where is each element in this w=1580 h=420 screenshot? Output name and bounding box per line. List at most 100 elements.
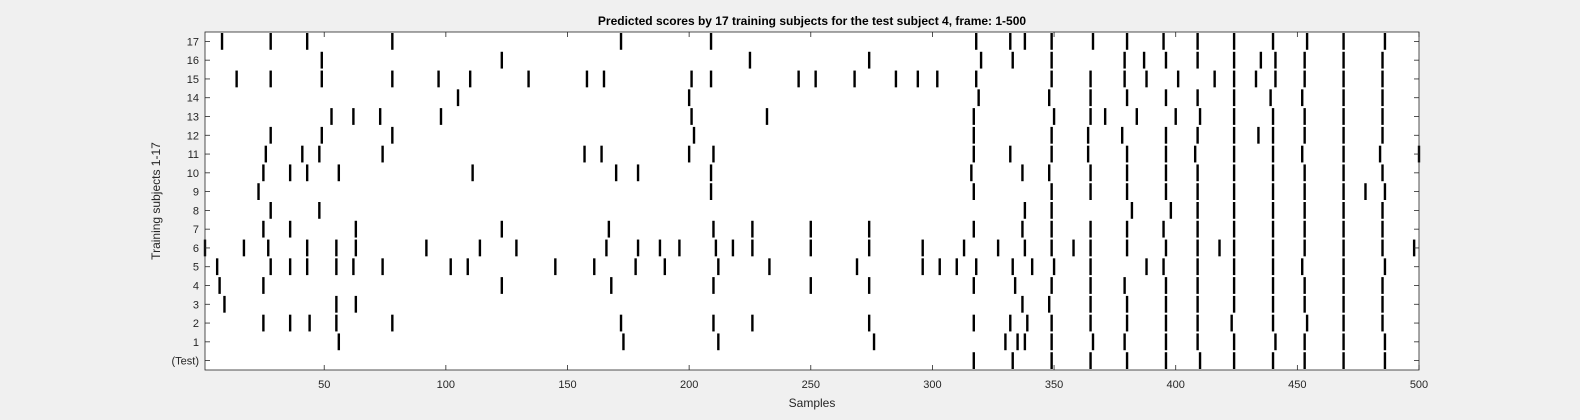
event-mark [320,70,323,88]
event-mark [1271,202,1275,219]
event-mark [1164,183,1168,200]
y-axis-label: Training subjects 1-17 [149,142,163,260]
event-mark [1342,314,1345,332]
event-mark [1089,89,1092,107]
event-mark [1232,145,1236,163]
event-mark [687,145,691,163]
event-mark [1125,164,1129,182]
event-mark [1011,258,1014,276]
event-mark [709,164,713,182]
event-mark [1342,258,1345,276]
event-mark [1342,145,1345,163]
event-mark [1381,314,1384,332]
event-mark [269,126,272,144]
event-mark [1009,314,1012,332]
event-mark [1162,33,1165,50]
event-mark [1196,277,1199,294]
event-mark [1383,33,1387,50]
event-mark [1023,202,1027,219]
event-mark [1089,295,1092,313]
event-mark [288,314,292,332]
event-mark [1257,126,1260,144]
event-mark [1145,70,1148,88]
event-mark [500,277,504,294]
event-mark [1271,126,1275,144]
event-mark [1196,258,1199,276]
event-mark [768,258,771,276]
event-mark [1213,70,1216,88]
event-mark [1089,164,1092,182]
event-mark [1342,202,1345,219]
event-mark [337,333,341,351]
event-mark [1232,295,1236,313]
x-axis: 50 100 150 200 250 300 350 400 450 500 [318,32,1428,391]
event-mark [921,258,924,276]
event-mark [1004,333,1007,351]
event-mark [1274,70,1277,88]
y-tick-label: 7 [193,224,199,236]
y-tick-label: 9 [193,187,199,199]
event-mark [1050,239,1053,257]
event-mark [1305,314,1309,332]
y-tick-label: 10 [187,168,199,180]
event-mark [1050,220,1053,238]
event-mark [1381,126,1384,144]
event-mark [223,295,226,313]
event-mark [731,239,735,257]
event-mark [1342,33,1345,50]
event-mark [1072,239,1075,257]
event-mark [712,314,715,332]
event-mark [972,145,975,163]
event-mark [1196,239,1199,257]
event-mark [1091,333,1095,351]
event-mark [634,258,637,276]
event-mark [1271,220,1275,238]
event-mark [1271,295,1275,313]
event-mark [391,314,394,332]
event-mark [583,145,586,163]
event-mark [1271,145,1275,163]
x-tick-label: 350 [1045,379,1063,391]
y-tick-label: 5 [193,262,199,274]
event-mark [970,164,973,182]
event-mark [1196,202,1199,219]
y-tick-label: 3 [193,299,199,311]
event-mark [1052,108,1056,125]
event-mark [1196,51,1199,69]
event-mark [1135,108,1138,125]
event-mark [439,108,443,125]
event-mark [1301,258,1304,276]
event-mark [1021,220,1024,238]
axes-box [204,31,1420,371]
event-mark [1016,333,1019,351]
event-mark [305,258,309,276]
event-mark [1023,33,1027,50]
event-mark [220,33,224,50]
event-mark [301,145,304,163]
event-mark [257,183,260,200]
event-mark [242,239,246,257]
event-mark [1198,108,1202,125]
event-mark [996,239,1000,257]
event-mark [267,239,270,257]
event-mark [1364,183,1367,200]
event-mark [1232,108,1236,125]
event-mark [1303,164,1306,182]
event-mark [1271,33,1275,50]
event-mark [658,239,662,257]
event-mark [1162,258,1165,276]
event-mark [712,220,715,238]
event-mark [1021,164,1024,182]
event-mark [305,164,309,182]
x-tick-label: 50 [318,379,330,391]
event-mark [1013,277,1017,294]
chart-title: Predicted scores by 17 training subjects… [598,14,1026,28]
x-tick-label: 100 [437,379,455,391]
event-mark [1125,220,1129,238]
event-mark [1342,277,1345,294]
x-tick-label: 450 [1288,379,1306,391]
event-mark [478,239,482,257]
event-mark [709,183,713,200]
event-mark [593,258,596,276]
